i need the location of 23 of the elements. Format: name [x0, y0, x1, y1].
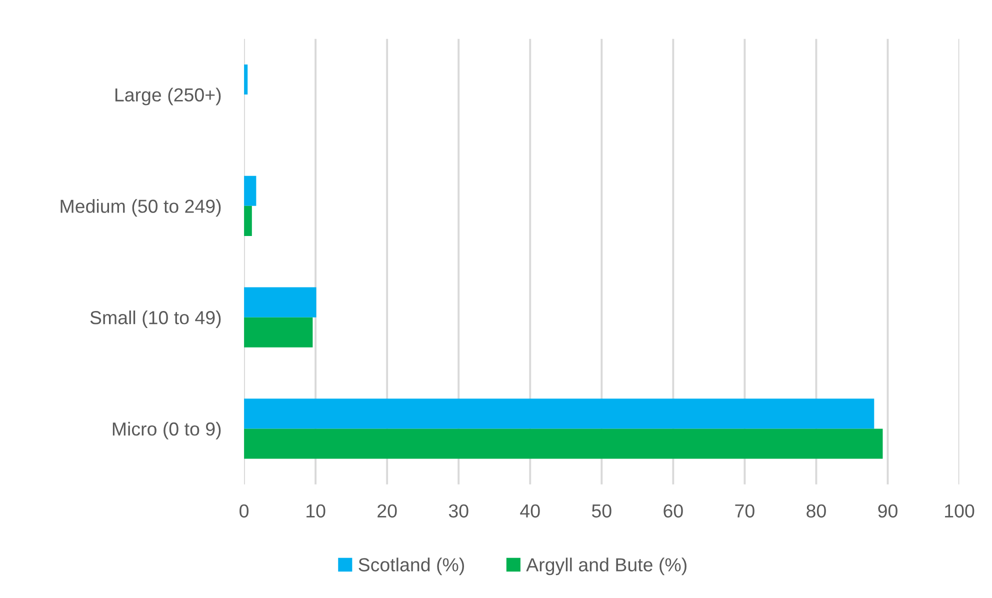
- x-tick-label: 90: [878, 504, 898, 518]
- bar: [244, 287, 316, 318]
- y-tick-label: Medium (50 to 249): [60, 199, 221, 217]
- bar: [244, 398, 874, 429]
- bar: [244, 176, 256, 206]
- x-tick-label: 40: [520, 504, 540, 518]
- legend-label: Argyll and Bute (%): [526, 558, 686, 576]
- y-tick-label: Micro (0 to 9): [112, 422, 221, 440]
- x-tick-label: 10: [306, 504, 326, 518]
- x-tick-label: 30: [448, 504, 468, 518]
- bar: [244, 428, 883, 459]
- bar: [244, 317, 313, 348]
- x-tick-label: 100: [945, 504, 974, 518]
- x-tick-label: 80: [806, 504, 826, 518]
- bar: [244, 206, 252, 236]
- y-tick-label: Small (10 to 49): [90, 310, 221, 328]
- legend-label: Scotland (%): [358, 558, 464, 576]
- y-tick-label: Large (250+): [115, 88, 221, 106]
- x-tick-label: 0: [240, 504, 249, 518]
- x-tick-label: 20: [378, 504, 397, 518]
- x-tick-label: 50: [592, 504, 612, 518]
- x-tick-label: 70: [735, 504, 754, 518]
- x-tick-label: 60: [664, 504, 683, 518]
